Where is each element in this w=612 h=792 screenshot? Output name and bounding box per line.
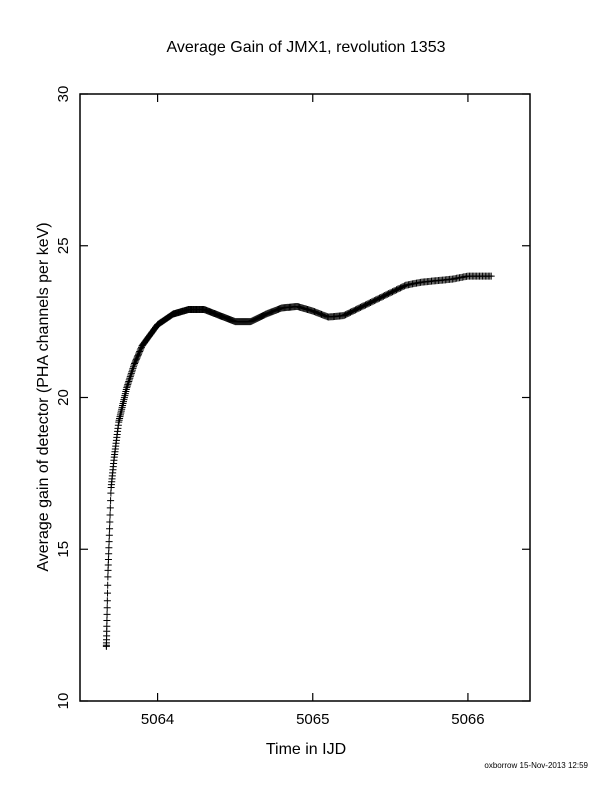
y-axis-ticks: 10 15 20 25 30 (55, 86, 530, 710)
data-point (128, 368, 136, 376)
y-tick-label: 25 (55, 237, 72, 254)
y-tick-label: 15 (55, 541, 72, 558)
data-point (104, 581, 112, 589)
x-tick-label: 5064 (141, 711, 174, 728)
chart-title: Average Gain of JMX1, revolution 1353 (167, 39, 446, 56)
footer-credit: oxborrow 15-Nov-2013 12:59 (484, 761, 588, 770)
data-points (102, 272, 495, 650)
data-point (105, 538, 113, 546)
data-point (129, 363, 137, 371)
data-point (106, 525, 114, 533)
y-tick-label: 30 (55, 86, 72, 103)
y-tick-label: 10 (55, 693, 72, 710)
data-point (107, 497, 115, 505)
data-point (105, 544, 113, 552)
x-tick-label: 5065 (296, 711, 329, 728)
data-point (127, 371, 135, 379)
data-point (126, 374, 134, 382)
data-point (106, 504, 114, 512)
data-point (104, 589, 112, 597)
y-tick-label: 20 (55, 389, 72, 406)
data-point (103, 597, 111, 605)
data-point (129, 364, 137, 372)
data-point (124, 379, 132, 387)
plot-frame (79, 93, 531, 702)
y-axis-label: Average gain of detector (PHA channels p… (35, 222, 52, 571)
data-point (103, 617, 111, 625)
data-point (128, 366, 136, 374)
data-point (106, 518, 114, 526)
data-point (105, 531, 113, 539)
data-point (104, 573, 112, 581)
data-point (487, 272, 495, 280)
x-axis-ticks: 5064 5065 5066 (141, 94, 485, 728)
data-point (105, 550, 113, 558)
data-point (103, 610, 111, 618)
data-point (125, 376, 133, 384)
data-point (126, 373, 134, 381)
x-axis-label: Time in IJD (266, 741, 346, 758)
data-point (106, 511, 114, 519)
data-point (103, 604, 111, 612)
data-point (125, 377, 133, 385)
x-tick-label: 5066 (451, 711, 484, 728)
data-point (127, 369, 135, 377)
